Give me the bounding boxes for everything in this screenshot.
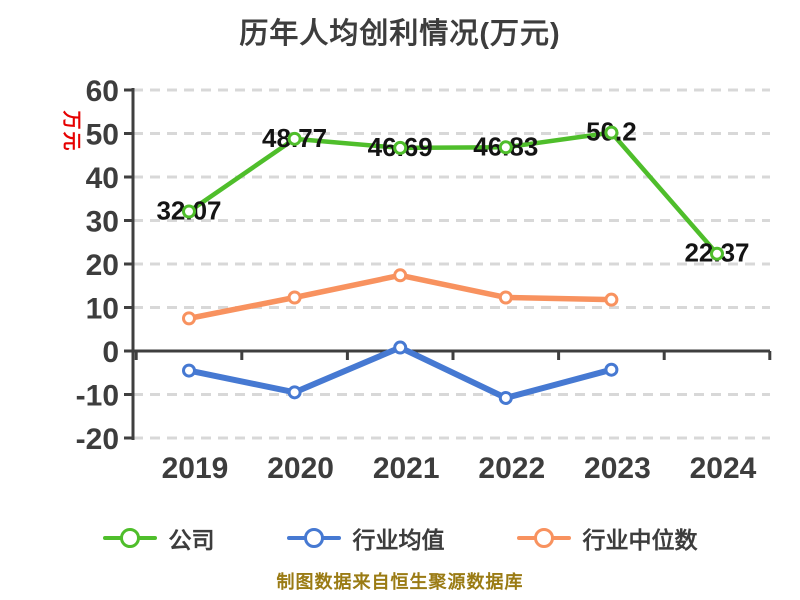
legend-item-industry-median[interactable]: 行业中位数: [516, 521, 698, 555]
data-point: [498, 290, 513, 305]
legend-item-company[interactable]: 公司: [102, 521, 215, 555]
data-point: [287, 290, 302, 305]
legend-dot-icon: [119, 528, 140, 548]
legend-marker-industry-median: [516, 527, 571, 549]
legend-label-company: 公司: [168, 527, 215, 553]
legend: 公司 行业均值 行业中位数: [0, 520, 800, 556]
x-tick-label: 2023: [584, 452, 651, 485]
y-tick-label: 20: [86, 249, 119, 282]
data-point: [498, 140, 513, 155]
data-point: [182, 363, 196, 378]
legend-dot-icon: [533, 528, 554, 548]
legend-label-industry-mean: 行业均值: [352, 527, 445, 553]
legend-marker-company: [102, 527, 157, 549]
data-point: [182, 311, 196, 326]
data-point: [710, 246, 724, 261]
x-tick-label: 2019: [162, 452, 229, 485]
legend-dot-icon: [303, 528, 324, 548]
chart-title: 历年人均创利情况(万元): [239, 18, 561, 50]
y-tick-label: -10: [76, 380, 119, 413]
y-tick-label: 0: [102, 336, 119, 369]
data-point: [393, 140, 408, 155]
data-point: [393, 340, 408, 355]
y-tick-label: 30: [86, 206, 119, 239]
y-tick-label: 60: [86, 75, 119, 108]
y-tick-label: 10: [86, 293, 119, 326]
y-tick-label: -20: [76, 423, 119, 456]
data-point: [393, 268, 408, 283]
legend-item-industry-mean[interactable]: 行业均值: [286, 521, 445, 555]
x-tick-label: 2021: [373, 452, 440, 485]
y-tick-label: 50: [86, 119, 119, 152]
x-tick-label: 2020: [267, 452, 334, 485]
data-point: [604, 292, 619, 307]
x-tick-label: 2022: [478, 452, 545, 485]
data-point: [287, 131, 302, 146]
data-point: [498, 390, 513, 405]
data-point: [287, 385, 302, 400]
x-tick-label: 2024: [690, 452, 757, 485]
legend-label-industry-median: 行业中位数: [582, 527, 698, 553]
data-point: [604, 125, 619, 140]
y-tick-label: 40: [86, 162, 119, 195]
data-point: [182, 204, 196, 219]
legend-marker-industry-mean: [286, 527, 341, 549]
source-note: 制图数据来自恒生聚源数据库: [276, 572, 524, 592]
series-line-公司: [186, 130, 720, 256]
data-point: [604, 362, 619, 377]
series-line-行业均值: [186, 344, 615, 401]
